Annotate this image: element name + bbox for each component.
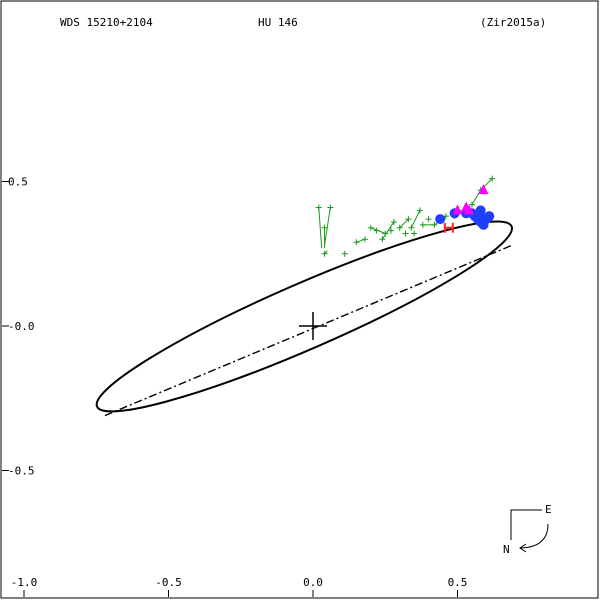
reference-label: (Zir2015a) [480, 16, 546, 29]
micrometer-point [408, 224, 415, 231]
micrometer-point [416, 207, 423, 214]
micrometer-point [489, 175, 496, 182]
x-tick-label: -1.0 [11, 576, 38, 589]
line-of-nodes [104, 244, 513, 417]
x-tick-label: 0.5 [448, 576, 468, 589]
micrometer-point [425, 216, 432, 223]
micrometer-point [321, 224, 328, 231]
micrometer-point [379, 236, 386, 243]
compass-north-label: N [503, 543, 510, 556]
orbit-group [95, 220, 513, 417]
micrometer-residual [471, 189, 482, 205]
speckle-point [484, 211, 495, 222]
micrometer-point [405, 216, 412, 223]
speckle-point [475, 205, 486, 216]
discoverer-label: HU 146 [258, 16, 298, 29]
x-tick-label: -0.5 [155, 576, 182, 589]
micrometer-point [431, 221, 438, 228]
micrometer-point [373, 227, 380, 234]
micrometer-point [388, 227, 395, 234]
micrometer-residual [318, 207, 323, 249]
micrometer-point [341, 250, 348, 257]
other-point [478, 184, 489, 195]
compass: E N [503, 503, 552, 556]
micrometer-point [411, 230, 418, 237]
compass-east-label: E [545, 503, 552, 516]
wds-label: WDS 15210+2104 [60, 16, 153, 29]
micrometer-point [402, 230, 409, 237]
micrometer-point [367, 224, 374, 231]
hipparcos-point [443, 222, 454, 233]
speckle-point [435, 214, 446, 225]
micrometer-point [327, 204, 334, 211]
y-tick-label: -0.5 [8, 465, 35, 478]
compass-axes [510, 509, 542, 540]
other-point [452, 204, 463, 215]
micrometer-point [390, 218, 397, 225]
micrometer-point [382, 230, 389, 237]
micrometer-point [315, 204, 322, 211]
micrometer-point [353, 239, 360, 246]
other-point [464, 204, 475, 215]
y-tick-label: -0.0 [8, 320, 35, 333]
compass-arrow-head [519, 543, 527, 553]
x-tick-label: 0.0 [303, 576, 323, 589]
micrometer-point [321, 250, 328, 257]
micrometer-point [396, 224, 403, 231]
axis-ticks: -1.0-0.50.00.5-1.0-0.5-0.00.5 [2, 176, 468, 597]
micrometer-point [468, 201, 475, 208]
orbit-ellipse [95, 220, 513, 413]
micrometer-residual [410, 210, 421, 228]
micrometer-point [419, 221, 426, 228]
y-tick-label: 0.5 [8, 176, 28, 189]
compass-arrow [520, 523, 549, 549]
micrometer-point [362, 236, 369, 243]
micrometer-residual [324, 207, 331, 246]
micrometer-residual [399, 218, 409, 229]
observations-group [315, 175, 496, 257]
